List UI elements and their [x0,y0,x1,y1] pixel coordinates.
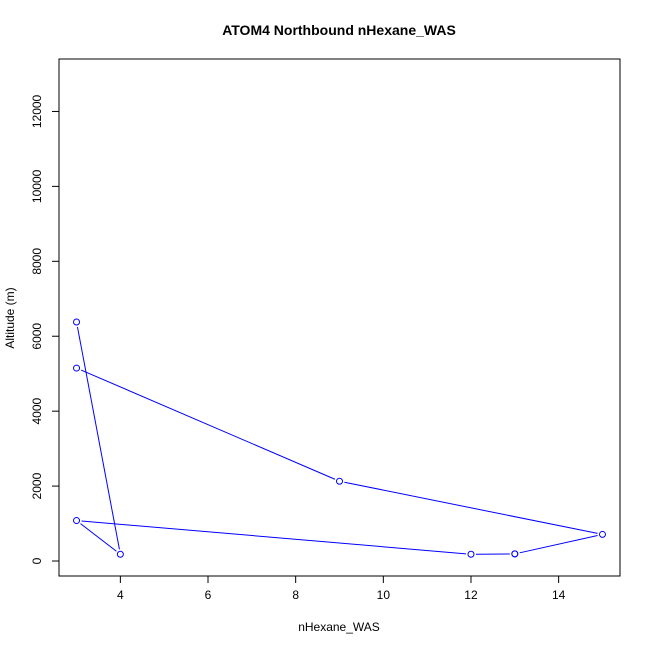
y-axis-label: Altitude (m) [3,287,17,348]
data-point [73,364,81,372]
y-tick-label: 2000 [30,472,44,499]
data-point [73,318,81,326]
y-tick-label: 8000 [30,248,44,275]
data-point [467,550,475,558]
data-point [598,530,606,538]
data-point [511,550,519,558]
x-tick-label: 8 [292,588,299,602]
series-line-segment [80,369,336,480]
series-points [73,318,606,558]
data-point [336,477,343,485]
data-point [116,550,124,558]
series-line-segment [76,326,120,550]
series-line-segment [344,481,598,534]
series-line-segment [80,523,117,552]
x-tick-label: 12 [464,588,478,602]
y-tick-label: 10000 [30,169,44,203]
y-tick-label: 0 [30,557,44,564]
x-tick-label: 10 [377,588,391,602]
plot-frame [58,58,621,577]
x-tick-label: 6 [205,588,212,602]
x-tick-label: 4 [117,588,124,602]
series-line-segment [81,520,467,555]
series-line-segment [519,535,598,554]
chart-title: ATOM4 Northbound nHexane_WAS [222,22,456,38]
y-tick-label: 4000 [30,397,44,424]
y-tick-label: 6000 [30,323,44,350]
y-axis-ticks: 0 2000 4000 6000 8000 10000 12000 [30,94,59,564]
x-tick-label: 14 [552,588,566,602]
data-point [73,517,81,525]
x-axis-label: nHexane_WAS [298,620,380,634]
y-tick-label: 12000 [30,94,44,128]
series-lines [76,326,598,555]
x-axis-ticks: 4 6 8 10 12 14 [117,576,566,602]
